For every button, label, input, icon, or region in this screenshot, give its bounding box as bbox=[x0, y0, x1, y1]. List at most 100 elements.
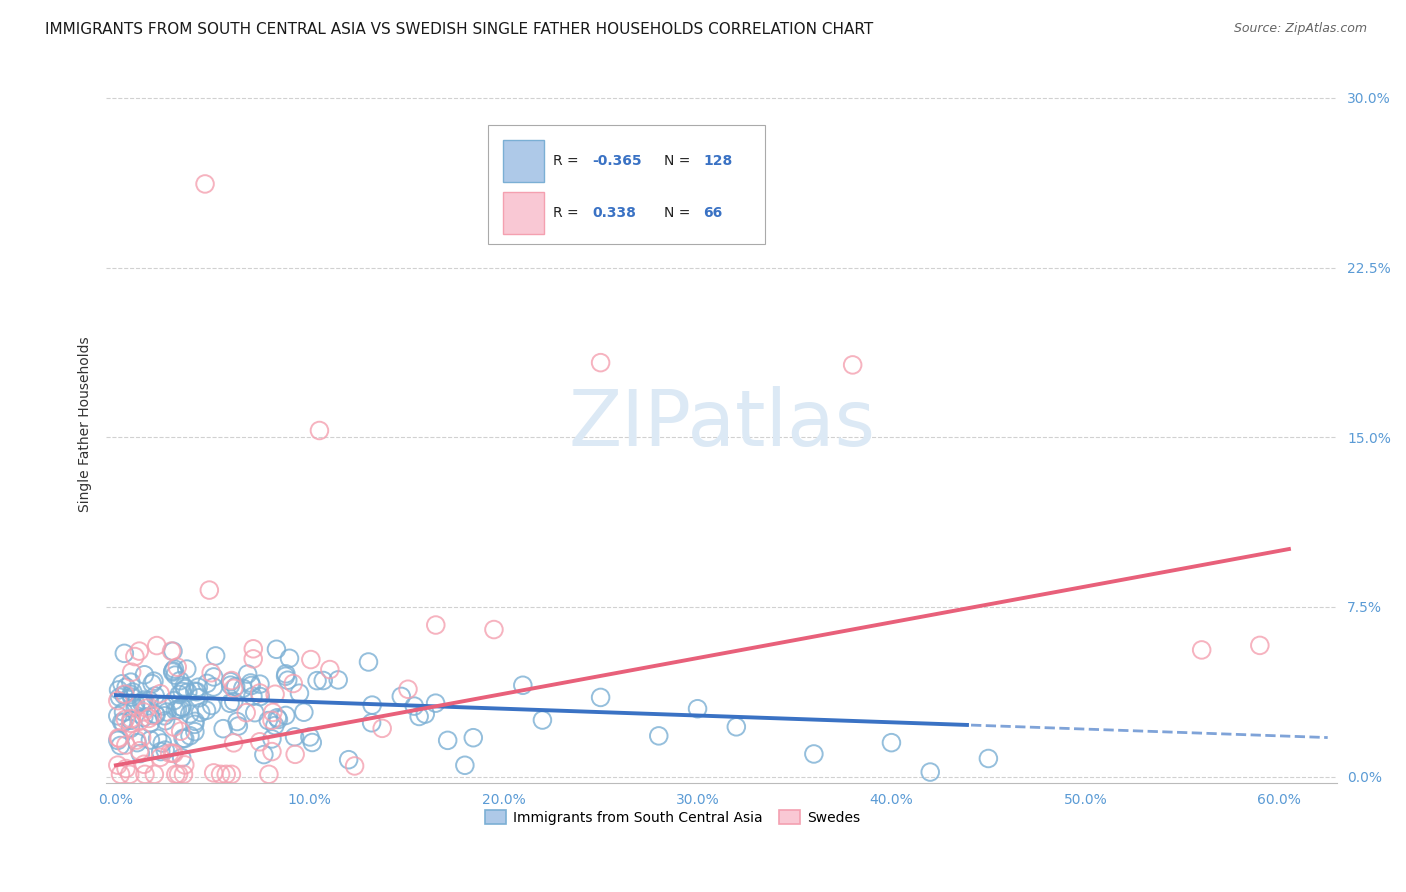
Point bbox=[235, 706, 257, 720]
Point bbox=[107, 758, 129, 772]
Point bbox=[841, 358, 863, 372]
Point bbox=[249, 735, 271, 749]
Point bbox=[648, 729, 671, 743]
FancyBboxPatch shape bbox=[502, 192, 544, 234]
Point bbox=[260, 731, 283, 746]
Point bbox=[389, 690, 412, 704]
Point bbox=[226, 714, 249, 729]
Point bbox=[512, 678, 534, 692]
Point bbox=[169, 673, 191, 688]
Point bbox=[152, 698, 174, 713]
Point bbox=[262, 706, 284, 720]
Point bbox=[278, 651, 301, 665]
Point bbox=[121, 665, 143, 680]
Point bbox=[188, 690, 211, 705]
Point bbox=[125, 736, 148, 750]
Point bbox=[124, 697, 146, 711]
Point bbox=[184, 714, 207, 729]
Point bbox=[463, 731, 485, 745]
Point bbox=[179, 706, 201, 721]
Point bbox=[163, 662, 186, 676]
Point bbox=[425, 618, 447, 632]
Point bbox=[108, 731, 131, 746]
Point bbox=[274, 666, 297, 681]
Text: R =: R = bbox=[553, 206, 583, 220]
Point bbox=[112, 715, 135, 730]
Point bbox=[343, 759, 366, 773]
Point bbox=[145, 708, 167, 723]
Point bbox=[215, 767, 238, 781]
Point bbox=[274, 669, 297, 683]
Y-axis label: Single Father Households: Single Father Households bbox=[79, 336, 93, 511]
Point bbox=[288, 686, 311, 700]
Point bbox=[482, 623, 505, 637]
Point bbox=[292, 705, 315, 719]
Point bbox=[190, 706, 212, 720]
Point bbox=[111, 677, 134, 691]
Point bbox=[920, 765, 942, 780]
Point bbox=[129, 747, 152, 761]
Point bbox=[131, 696, 153, 710]
Point bbox=[243, 706, 266, 720]
Point bbox=[163, 720, 186, 734]
Point bbox=[253, 747, 276, 762]
Point bbox=[283, 676, 305, 690]
Point bbox=[165, 703, 187, 717]
Point bbox=[257, 767, 280, 781]
Point bbox=[146, 731, 169, 746]
Text: IMMIGRANTS FROM SOUTH CENTRAL ASIA VS SWEDISH SINGLE FATHER HOUSEHOLDS CORRELATI: IMMIGRANTS FROM SOUTH CENTRAL ASIA VS SW… bbox=[45, 22, 873, 37]
Point bbox=[266, 711, 288, 725]
Point bbox=[183, 717, 205, 731]
Point bbox=[107, 682, 129, 697]
Point bbox=[170, 700, 193, 714]
Point bbox=[174, 681, 197, 696]
Point bbox=[120, 722, 142, 736]
Legend: Immigrants from South Central Asia, Swedes: Immigrants from South Central Asia, Swed… bbox=[479, 805, 866, 830]
Point bbox=[299, 652, 322, 666]
Point bbox=[312, 673, 335, 688]
Point bbox=[977, 751, 1000, 765]
Point bbox=[305, 673, 328, 688]
Point bbox=[156, 705, 179, 719]
Point bbox=[170, 750, 193, 764]
Point bbox=[177, 685, 200, 699]
Point bbox=[111, 714, 134, 729]
Point bbox=[162, 644, 184, 658]
Text: 66: 66 bbox=[703, 206, 723, 220]
Point bbox=[200, 665, 222, 680]
Point bbox=[120, 675, 142, 690]
Point bbox=[328, 673, 350, 687]
Point bbox=[249, 690, 271, 704]
Point bbox=[319, 663, 342, 677]
Point bbox=[160, 644, 183, 658]
Point bbox=[134, 767, 156, 781]
Point bbox=[107, 693, 129, 707]
Point bbox=[141, 708, 163, 723]
Point bbox=[187, 680, 209, 694]
Point bbox=[239, 676, 262, 690]
Point bbox=[219, 674, 242, 689]
Point bbox=[219, 696, 242, 710]
Point bbox=[194, 177, 217, 191]
Text: ZIPatlas: ZIPatlas bbox=[568, 385, 876, 462]
Point bbox=[128, 644, 150, 658]
Point bbox=[202, 670, 225, 684]
Point bbox=[725, 720, 748, 734]
Point bbox=[114, 687, 136, 701]
Point bbox=[260, 745, 283, 759]
Point bbox=[115, 738, 138, 752]
Point bbox=[301, 735, 323, 749]
Point bbox=[110, 739, 132, 753]
Point bbox=[173, 758, 195, 772]
Point bbox=[110, 767, 132, 781]
Point bbox=[454, 758, 477, 772]
Point bbox=[357, 655, 380, 669]
Point bbox=[361, 698, 384, 712]
Point bbox=[221, 767, 243, 781]
Point bbox=[201, 698, 224, 713]
Point bbox=[167, 767, 190, 781]
FancyBboxPatch shape bbox=[502, 140, 544, 182]
Point bbox=[222, 736, 245, 750]
Point bbox=[153, 743, 176, 757]
Point bbox=[277, 673, 299, 688]
